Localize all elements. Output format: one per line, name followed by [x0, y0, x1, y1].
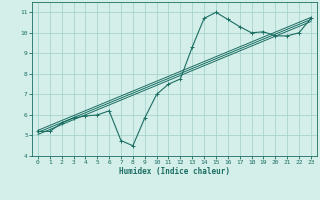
- X-axis label: Humidex (Indice chaleur): Humidex (Indice chaleur): [119, 167, 230, 176]
